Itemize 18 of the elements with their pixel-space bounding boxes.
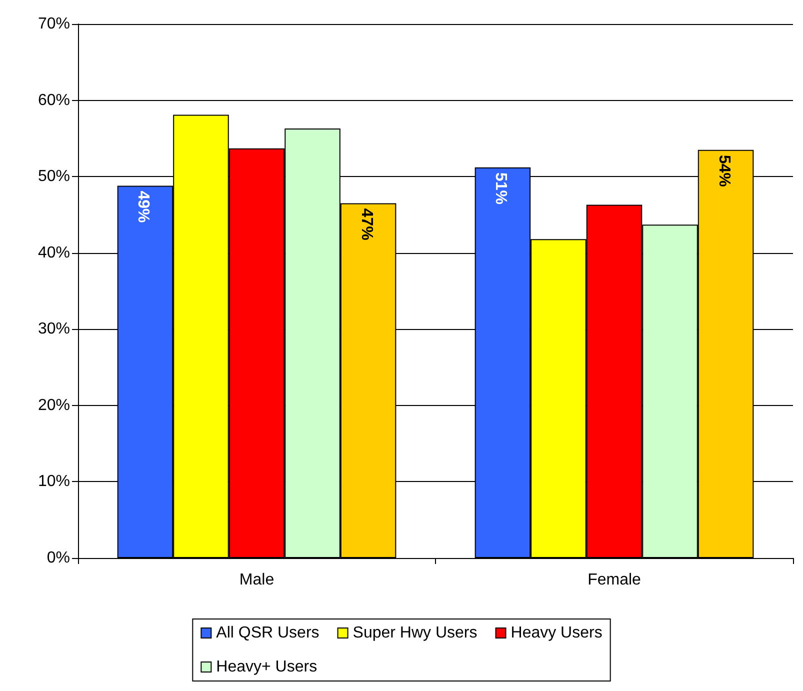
data-label: 47% [358, 208, 375, 240]
y-tick-label: 0% [46, 550, 70, 566]
y-tick-label: 40% [38, 244, 70, 262]
data-label: 49% [134, 190, 152, 223]
data-label: 54% [715, 154, 732, 187]
y-tick-label: 50% [38, 168, 70, 186]
legend-label: All QSR Users [216, 624, 320, 642]
y-tick-label: 70% [38, 16, 70, 32]
y-tick-label: 20% [38, 396, 70, 414]
data-label: 51% [492, 172, 510, 204]
x-tick-label: Female [588, 572, 642, 588]
legend-label: Heavy Users [510, 624, 602, 642]
y-tick-label: 30% [38, 320, 70, 338]
y-tick-label: 60% [38, 92, 70, 109]
x-tick-label: Male [239, 572, 274, 588]
y-tick-label: 10% [38, 473, 70, 490]
legend-label: Super Hwy Users [352, 624, 478, 642]
legend-label: Heavy+ Users [216, 658, 318, 676]
